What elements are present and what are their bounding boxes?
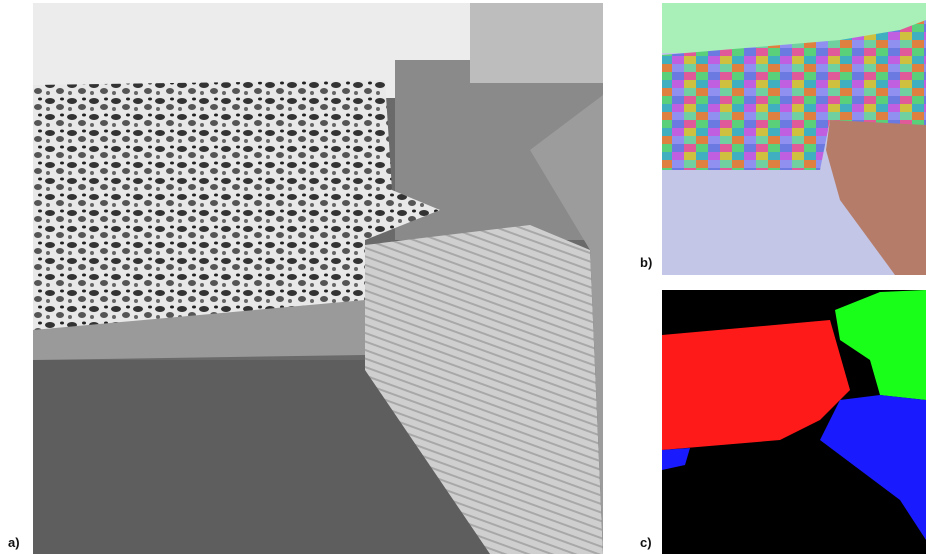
figure: a) b) c) <box>0 0 926 554</box>
panel-label: a) <box>8 535 20 550</box>
panel-label: b) <box>640 255 652 270</box>
page: a) b) c) (() => { const data = JSON.pars… <box>0 0 926 554</box>
panel-label: c) <box>640 535 652 550</box>
segmentation-panel <box>662 3 926 275</box>
photo-panel <box>33 3 603 554</box>
labels-panel <box>662 290 926 554</box>
